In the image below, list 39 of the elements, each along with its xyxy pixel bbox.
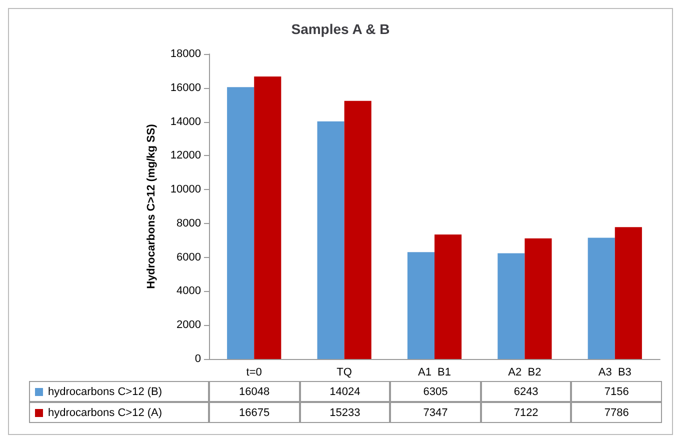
y-tick-label: 18000 xyxy=(170,48,201,60)
x-tick-label: A1 B1 xyxy=(418,366,452,378)
bar xyxy=(254,76,282,359)
x-tick-label: A3 B3 xyxy=(598,366,632,378)
bar xyxy=(614,227,642,359)
legend-label: hydrocarbons C>12 (B) xyxy=(48,386,162,398)
y-tick-label: 10000 xyxy=(170,184,201,196)
bar xyxy=(524,238,552,359)
data-label: 16048 xyxy=(209,381,300,402)
chart-title: Samples A & B xyxy=(291,21,390,37)
y-tick-label: 4000 xyxy=(176,285,201,298)
legend-label: hydrocarbons C>12 (A) xyxy=(48,406,162,418)
bar xyxy=(407,252,434,359)
y-axis-title: Hydrocarbons C>12 (mg/kg SS) xyxy=(146,124,158,289)
y-tick-label: 8000 xyxy=(176,217,201,230)
bar xyxy=(588,238,615,359)
x-tick-label: TQ xyxy=(336,366,352,378)
bar xyxy=(317,121,344,359)
bar xyxy=(227,87,254,359)
x-tick-label: A2 B2 xyxy=(508,366,542,378)
data-label: 15233 xyxy=(300,402,390,423)
y-tick-label: 16000 xyxy=(170,82,201,94)
data-label: 14024 xyxy=(300,381,390,402)
y-tick-label: 0 xyxy=(194,353,201,365)
x-tick-label: t=0 xyxy=(246,366,262,378)
data-label: 7122 xyxy=(480,402,572,423)
data-label: 6305 xyxy=(390,381,481,402)
data-label: 6243 xyxy=(480,381,572,402)
data-label: 7156 xyxy=(571,381,662,402)
data-label: 7347 xyxy=(390,402,481,423)
y-tick-label: 12000 xyxy=(170,150,201,162)
bar xyxy=(434,234,462,359)
data-label: 16675 xyxy=(209,402,300,423)
bar xyxy=(344,100,372,359)
data-label: 7786 xyxy=(571,402,662,423)
y-tick-label: 6000 xyxy=(176,251,201,264)
y-tick-label: 2000 xyxy=(176,319,201,332)
bar xyxy=(498,253,525,359)
y-tick-label: 14000 xyxy=(170,116,201,128)
